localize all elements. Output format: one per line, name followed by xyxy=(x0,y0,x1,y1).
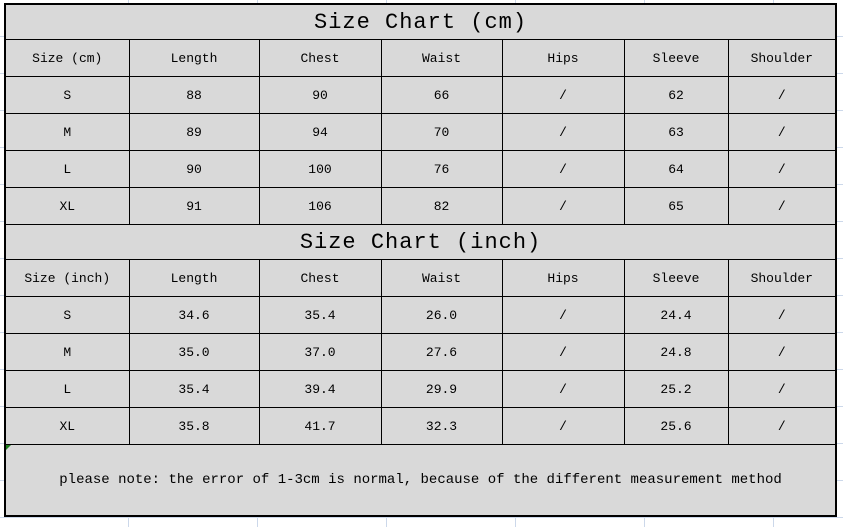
cm-header-size: Size (cm) xyxy=(4,39,130,77)
inch-header-shoulder: Shoulder xyxy=(727,259,837,297)
inch-row-xl: XL 35.8 41.7 32.3 / 25.6 / xyxy=(4,407,837,445)
table-cell: / xyxy=(501,76,625,114)
table-cell: 39.4 xyxy=(258,370,382,408)
inch-header-waist: Waist xyxy=(380,259,503,297)
cm-row-xl: XL 91 106 82 / 65 / xyxy=(4,187,837,225)
size-chart-sheet: Size Chart (cm) Size (cm) Length Chest W… xyxy=(4,3,838,517)
table-cell: / xyxy=(501,113,625,151)
inch-row-s: S 34.6 35.4 26.0 / 24.4 / xyxy=(4,296,837,334)
table-cell: / xyxy=(727,333,837,371)
cm-header-length: Length xyxy=(128,39,260,77)
table-cell: 88 xyxy=(128,76,260,114)
inch-row-l: L 35.4 39.4 29.9 / 25.2 / xyxy=(4,370,837,408)
table-cell: 62 xyxy=(623,76,729,114)
table-cell: L xyxy=(4,370,130,408)
table-cell: S xyxy=(4,76,130,114)
table-cell: 32.3 xyxy=(380,407,503,445)
cm-title-row: Size Chart (cm) xyxy=(4,3,837,40)
table-cell: 90 xyxy=(128,150,260,188)
inch-header-chest: Chest xyxy=(258,259,382,297)
cm-header-row: Size (cm) Length Chest Waist Hips Sleeve… xyxy=(4,39,837,77)
table-cell: 26.0 xyxy=(380,296,503,334)
inch-header-hips: Hips xyxy=(501,259,625,297)
cm-header-waist: Waist xyxy=(380,39,503,77)
table-cell: 25.2 xyxy=(623,370,729,408)
table-cell: 35.0 xyxy=(128,333,260,371)
inch-header-size: Size (inch) xyxy=(4,259,130,297)
cm-row-s: S 88 90 66 / 62 / xyxy=(4,76,837,114)
table-cell: / xyxy=(727,150,837,188)
table-cell: / xyxy=(727,76,837,114)
table-cell: 25.6 xyxy=(623,407,729,445)
cm-row-m: M 89 94 70 / 63 / xyxy=(4,113,837,151)
cm-header-shoulder: Shoulder xyxy=(727,39,837,77)
table-cell: 89 xyxy=(128,113,260,151)
table-cell: M xyxy=(4,333,130,371)
table-cell: S xyxy=(4,296,130,334)
table-cell: / xyxy=(501,296,625,334)
table-cell: / xyxy=(501,150,625,188)
cm-row-l: L 90 100 76 / 64 / xyxy=(4,150,837,188)
table-cell: / xyxy=(501,407,625,445)
table-cell: 27.6 xyxy=(380,333,503,371)
cm-header-hips: Hips xyxy=(501,39,625,77)
table-cell: 91 xyxy=(128,187,260,225)
cell-error-marker-icon xyxy=(6,445,11,450)
table-cell: 24.8 xyxy=(623,333,729,371)
table-cell: M xyxy=(4,113,130,151)
table-cell: / xyxy=(501,333,625,371)
table-cell: / xyxy=(501,187,625,225)
table-cell: 94 xyxy=(258,113,382,151)
inch-header-length: Length xyxy=(128,259,260,297)
note-row: please note: the error of 1-3cm is norma… xyxy=(4,444,837,517)
table-cell: 64 xyxy=(623,150,729,188)
table-cell: / xyxy=(501,370,625,408)
inch-header-sleeve: Sleeve xyxy=(623,259,729,297)
inch-chart-title: Size Chart (inch) xyxy=(4,224,837,260)
table-cell: XL xyxy=(4,407,130,445)
cm-header-chest: Chest xyxy=(258,39,382,77)
table-cell: L xyxy=(4,150,130,188)
table-cell: 100 xyxy=(258,150,382,188)
table-cell: 82 xyxy=(380,187,503,225)
table-cell: 24.4 xyxy=(623,296,729,334)
measurement-note-text: please note: the error of 1-3cm is norma… xyxy=(59,472,782,488)
table-cell: 65 xyxy=(623,187,729,225)
table-cell: / xyxy=(727,370,837,408)
table-cell: XL xyxy=(4,187,130,225)
inch-header-row: Size (inch) Length Chest Waist Hips Slee… xyxy=(4,259,837,297)
cm-header-sleeve: Sleeve xyxy=(623,39,729,77)
table-cell: 70 xyxy=(380,113,503,151)
table-cell: 35.4 xyxy=(128,370,260,408)
table-cell: 90 xyxy=(258,76,382,114)
table-cell: / xyxy=(727,407,837,445)
table-cell: 76 xyxy=(380,150,503,188)
size-chart-table: Size Chart (cm) Size (cm) Length Chest W… xyxy=(4,3,838,517)
inch-row-m: M 35.0 37.0 27.6 / 24.8 / xyxy=(4,333,837,371)
table-cell: 35.4 xyxy=(258,296,382,334)
measurement-note: please note: the error of 1-3cm is norma… xyxy=(4,444,837,517)
table-cell: 34.6 xyxy=(128,296,260,334)
table-cell: / xyxy=(727,187,837,225)
table-cell: 63 xyxy=(623,113,729,151)
table-cell: 41.7 xyxy=(258,407,382,445)
table-cell: 37.0 xyxy=(258,333,382,371)
cm-chart-title: Size Chart (cm) xyxy=(4,3,837,40)
table-cell: / xyxy=(727,113,837,151)
inch-title-row: Size Chart (inch) xyxy=(4,224,837,260)
table-cell: 29.9 xyxy=(380,370,503,408)
table-cell: / xyxy=(727,296,837,334)
table-cell: 66 xyxy=(380,76,503,114)
table-cell: 106 xyxy=(258,187,382,225)
table-cell: 35.8 xyxy=(128,407,260,445)
